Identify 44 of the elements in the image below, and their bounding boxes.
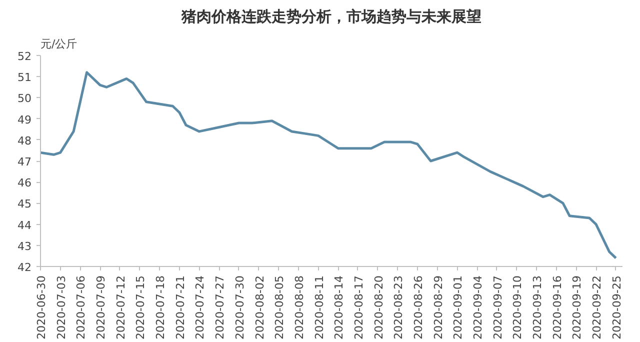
y-tick-label: 50 <box>18 92 32 106</box>
x-tick-label: 2020-08-11 <box>312 275 326 340</box>
y-tick-label: 52 <box>18 50 32 63</box>
x-tick-label: 2020-09-01 <box>452 275 465 340</box>
x-tick-label: 2020-07-27 <box>214 275 227 340</box>
x-tick-label: 2020-08-20 <box>372 275 386 340</box>
x-tick-label: 2020-07-18 <box>154 275 168 340</box>
y-tick-label: 44 <box>18 218 32 232</box>
line-series <box>40 71 618 260</box>
x-tick-label: 2020-08-17 <box>352 275 366 340</box>
x-tick-label: 2020-09-07 <box>491 275 504 340</box>
x-tick-label: 2020-07-09 <box>94 275 108 340</box>
y-tick-label: 49 <box>18 113 32 126</box>
x-tick-label: 2020-08-05 <box>273 275 286 340</box>
x-tick-label: 2020-09-22 <box>590 275 604 340</box>
y-tick-label: 46 <box>18 176 32 190</box>
x-tick-label: 2020-08-29 <box>432 275 445 340</box>
x-tick-label: 2020-07-24 <box>194 275 207 340</box>
x-tick-label: 2020-07-03 <box>54 275 68 340</box>
chart-title: 猪肉价格连跌走势分析，市场趋势与未来展望 <box>180 8 482 26</box>
y-tick-label: 51 <box>18 71 32 84</box>
x-tick-label: 2020-08-26 <box>412 275 425 340</box>
x-tick-label: 2020-09-25 <box>610 275 624 340</box>
x-tick-label: 2020-07-06 <box>74 275 88 340</box>
x-tick-label: 2020-09-10 <box>511 275 524 340</box>
y-tick-label: 42 <box>18 261 32 274</box>
x-tick-label: 2020-07-30 <box>233 275 246 340</box>
x-tick-label: 2020-09-16 <box>550 275 564 340</box>
x-tick-label: 2020-08-14 <box>332 275 346 340</box>
x-tick-label: 2020-06-30 <box>35 275 48 340</box>
x-tick-label: 2020-07-21 <box>174 275 187 340</box>
x-tick-label: 2020-07-12 <box>114 275 128 340</box>
x-tick-label: 2020-08-08 <box>292 275 306 340</box>
y-tick-label: 43 <box>18 240 32 253</box>
x-tick-label: 2020-08-02 <box>253 275 266 340</box>
x-tick-label: 2020-09-19 <box>570 275 584 340</box>
y-tick-label: 45 <box>18 198 32 211</box>
x-tick-label: 2020-09-04 <box>472 275 484 340</box>
y-axis-title: 元/公斤 <box>40 38 78 50</box>
y-tick-label: 48 <box>18 134 32 148</box>
y-tick-label: 47 <box>18 156 32 168</box>
x-tick-label: 2020-09-13 <box>531 275 544 340</box>
x-tick-label: 2020-07-15 <box>134 275 148 340</box>
x-tick-label: 2020-08-23 <box>392 275 406 340</box>
